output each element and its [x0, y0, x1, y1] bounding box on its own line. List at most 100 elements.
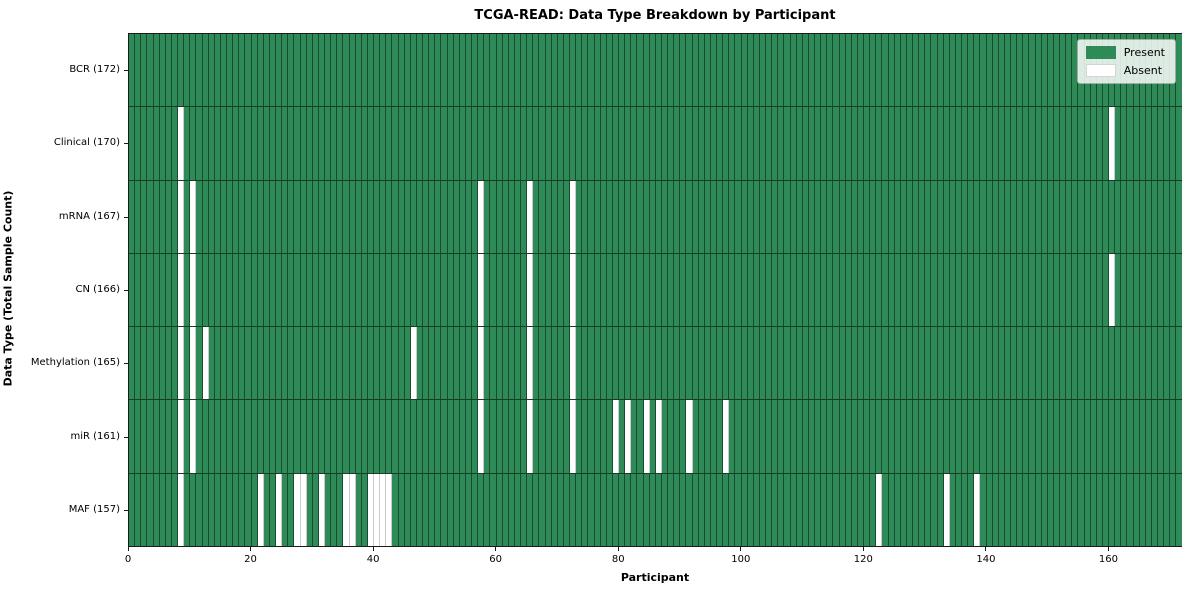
- matrix-cell: [484, 473, 491, 546]
- matrix-cell: [533, 473, 540, 546]
- matrix-cell: [1035, 400, 1042, 473]
- matrix-cell: [827, 34, 834, 107]
- matrix-cell: [674, 327, 681, 400]
- matrix-cell: [668, 253, 675, 327]
- matrix-cell: [1047, 327, 1054, 400]
- matrix-cell: [478, 34, 485, 107]
- matrix-cell: [992, 327, 999, 400]
- matrix-cell: [845, 253, 852, 327]
- matrix-cell: [827, 473, 834, 546]
- matrix-cell: [1078, 327, 1085, 400]
- matrix-cell: [784, 253, 791, 327]
- x-tick-label-120: 120: [853, 554, 873, 565]
- matrix-cell: [698, 400, 705, 473]
- matrix-cell: [331, 180, 338, 253]
- heatmap-row-mir: [129, 400, 1182, 474]
- matrix-cell: [919, 180, 926, 253]
- matrix-cell: [796, 107, 803, 180]
- matrix-cell: [533, 400, 540, 473]
- matrix-cell: [490, 107, 497, 180]
- matrix-cell: [723, 400, 730, 473]
- matrix-cell: [882, 473, 889, 546]
- matrix-cell: [1053, 253, 1060, 327]
- y-tick-label-cn: CN (166): [75, 284, 120, 295]
- matrix-cell: [220, 473, 227, 546]
- matrix-cell: [1072, 253, 1079, 327]
- matrix-cell: [251, 253, 258, 327]
- matrix-cell: [282, 327, 289, 400]
- y-tick-mark: [124, 217, 128, 218]
- matrix-cell: [1145, 180, 1152, 253]
- matrix-cell: [1023, 107, 1030, 180]
- matrix-cell: [374, 107, 381, 180]
- matrix-cell: [1066, 327, 1073, 400]
- matrix-cell: [129, 473, 136, 546]
- matrix-cell: [288, 107, 295, 180]
- matrix-cell: [159, 253, 166, 327]
- matrix-cell: [478, 327, 485, 400]
- matrix-cell: [269, 327, 276, 400]
- matrix-cell: [943, 400, 950, 473]
- matrix-cell: [894, 327, 901, 400]
- matrix-cell: [974, 473, 981, 546]
- matrix-cell: [294, 473, 301, 546]
- matrix-cell: [815, 327, 822, 400]
- matrix-cell: [386, 473, 393, 546]
- matrix-cell: [147, 180, 154, 253]
- matrix-cell: [1109, 400, 1116, 473]
- matrix-cell: [1127, 473, 1134, 546]
- matrix-cell: [839, 327, 846, 400]
- matrix-cell: [159, 180, 166, 253]
- matrix-cell: [1090, 327, 1097, 400]
- matrix-cell: [1164, 473, 1171, 546]
- matrix-cell: [288, 34, 295, 107]
- matrix-cell: [882, 400, 889, 473]
- matrix-cell: [582, 400, 589, 473]
- matrix-cell: [386, 327, 393, 400]
- matrix-cell: [992, 34, 999, 107]
- matrix-cell: [202, 107, 209, 180]
- matrix-cell: [692, 327, 699, 400]
- matrix-cell: [735, 253, 742, 327]
- matrix-cell: [753, 400, 760, 473]
- matrix-cell: [196, 107, 203, 180]
- matrix-cell: [594, 107, 601, 180]
- matrix-cell: [484, 253, 491, 327]
- matrix-cell: [306, 327, 313, 400]
- matrix-cell: [802, 34, 809, 107]
- matrix-cell: [416, 400, 423, 473]
- matrix-cell: [784, 473, 791, 546]
- matrix-cell: [588, 473, 595, 546]
- matrix-cell: [263, 107, 270, 180]
- matrix-cell: [441, 327, 448, 400]
- matrix-cell: [710, 180, 717, 253]
- matrix-cell: [533, 107, 540, 180]
- matrix-cell: [919, 400, 926, 473]
- matrix-cell: [1035, 34, 1042, 107]
- matrix-cell: [851, 473, 858, 546]
- matrix-cell: [925, 327, 932, 400]
- matrix-cell: [815, 253, 822, 327]
- matrix-cell: [1023, 180, 1030, 253]
- matrix-cell: [1151, 327, 1158, 400]
- matrix-cell: [680, 180, 687, 253]
- matrix-cell: [147, 107, 154, 180]
- matrix-cell: [1047, 400, 1054, 473]
- matrix-cell: [1066, 400, 1073, 473]
- matrix-cell: [227, 34, 234, 107]
- matrix-cell: [888, 400, 895, 473]
- matrix-cell: [1072, 107, 1079, 180]
- matrix-cell: [459, 107, 466, 180]
- matrix-cell: [416, 253, 423, 327]
- matrix-cell: [913, 180, 920, 253]
- matrix-cell: [612, 107, 619, 180]
- matrix-cell: [196, 473, 203, 546]
- matrix-cell: [1139, 180, 1146, 253]
- matrix-cell: [220, 253, 227, 327]
- x-tick-label-140: 140: [976, 554, 996, 565]
- matrix-cell: [276, 400, 283, 473]
- matrix-cell: [1066, 253, 1073, 327]
- matrix-cell: [1121, 327, 1128, 400]
- matrix-cell: [220, 327, 227, 400]
- matrix-cell: [129, 34, 136, 107]
